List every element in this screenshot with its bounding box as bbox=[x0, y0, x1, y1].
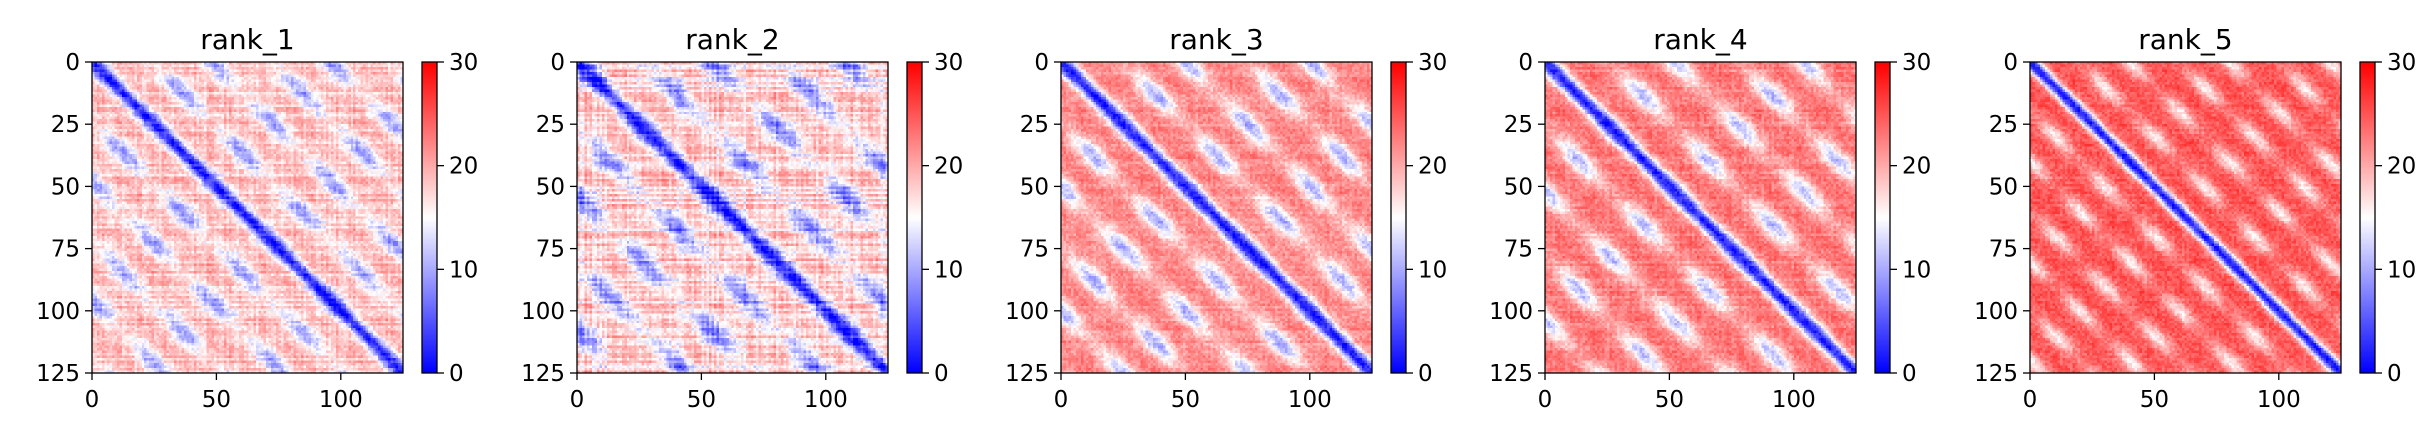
x-tick-label: 0 bbox=[570, 387, 585, 413]
colorbar-tick-label: 20 bbox=[449, 154, 478, 180]
y-tick-label: 125 bbox=[1005, 361, 1049, 387]
y-tick-label: 50 bbox=[51, 174, 80, 200]
colorbar-gradient bbox=[1391, 62, 1406, 373]
y-tick-label: 0 bbox=[550, 50, 565, 76]
chart-title: rank_5 bbox=[2138, 23, 2232, 56]
colorbar-tick-label: 20 bbox=[934, 154, 963, 180]
colorbar-tick-label: 0 bbox=[934, 361, 949, 387]
y-tick-label: 125 bbox=[521, 361, 565, 387]
x-tick-label: 50 bbox=[1171, 387, 1200, 413]
y-tick-label: 50 bbox=[1020, 174, 1049, 200]
colorbar-tick-label: 10 bbox=[1902, 257, 1931, 283]
y-tick-label: 0 bbox=[2003, 50, 2018, 76]
y-tick-label: 75 bbox=[1504, 237, 1533, 263]
colorbar-frame bbox=[2359, 61, 2376, 374]
heatmap-image bbox=[577, 62, 888, 373]
y-tick-label: 0 bbox=[65, 50, 80, 76]
y-tick-label: 100 bbox=[521, 299, 565, 325]
colorbar-gradient bbox=[422, 62, 437, 373]
x-tick-label: 100 bbox=[2257, 387, 2301, 413]
axes-frame bbox=[1060, 61, 1373, 374]
y-tick-label: 50 bbox=[1504, 174, 1533, 200]
colorbar-frame bbox=[906, 61, 923, 374]
y-tick-label: 75 bbox=[1020, 237, 1049, 263]
y-tick-label: 100 bbox=[1974, 299, 2018, 325]
colorbar-tick-label: 0 bbox=[1902, 361, 1917, 387]
colorbar-tick-label: 0 bbox=[1418, 361, 1433, 387]
chart-title: rank_2 bbox=[685, 23, 779, 56]
axes-frame bbox=[1544, 61, 1857, 374]
chart-title: rank_4 bbox=[1653, 23, 1747, 56]
x-tick-label: 0 bbox=[2023, 387, 2038, 413]
colorbar-tick-label: 0 bbox=[449, 361, 464, 387]
colorbar-tick-label: 30 bbox=[934, 50, 963, 76]
heatmap-image bbox=[1061, 62, 1372, 373]
y-tick-label: 100 bbox=[1489, 299, 1533, 325]
y-tick-label: 25 bbox=[51, 112, 80, 138]
y-tick-label: 125 bbox=[36, 361, 80, 387]
y-tick-label: 75 bbox=[51, 237, 80, 263]
colorbar-tick-label: 20 bbox=[1418, 154, 1447, 180]
colorbar-gradient bbox=[907, 62, 922, 373]
colorbar-tick-label: 20 bbox=[2387, 154, 2416, 180]
colorbar-frame bbox=[1874, 61, 1891, 374]
colorbar-frame bbox=[1390, 61, 1407, 374]
chart-title: rank_1 bbox=[200, 23, 294, 56]
x-tick-label: 0 bbox=[1538, 387, 1553, 413]
colorbar-gradient bbox=[2360, 62, 2375, 373]
chart-title: rank_3 bbox=[1169, 23, 1263, 56]
colorbar-tick-label: 30 bbox=[449, 50, 478, 76]
colorbar-tick-label: 10 bbox=[449, 257, 478, 283]
colorbar-tick-label: 10 bbox=[934, 257, 963, 283]
x-tick-label: 0 bbox=[1054, 387, 1069, 413]
y-tick-label: 0 bbox=[1034, 50, 1049, 76]
y-tick-label: 50 bbox=[536, 174, 565, 200]
x-tick-label: 50 bbox=[687, 387, 716, 413]
colorbar-tick-label: 10 bbox=[2387, 257, 2416, 283]
heatmap-image bbox=[92, 62, 403, 373]
axes-frame bbox=[576, 61, 889, 374]
x-tick-label: 100 bbox=[804, 387, 848, 413]
colorbar-tick-label: 10 bbox=[1418, 257, 1447, 283]
colorbar-tick-label: 20 bbox=[1902, 154, 1931, 180]
heatmap-image bbox=[2030, 62, 2341, 373]
y-tick-label: 125 bbox=[1489, 361, 1533, 387]
y-tick-label: 125 bbox=[1974, 361, 2018, 387]
y-tick-label: 25 bbox=[1020, 112, 1049, 138]
y-tick-label: 75 bbox=[1989, 237, 2018, 263]
x-tick-label: 50 bbox=[202, 387, 231, 413]
y-tick-label: 50 bbox=[1989, 174, 2018, 200]
y-tick-label: 0 bbox=[1518, 50, 1533, 76]
colorbar-tick-label: 30 bbox=[2387, 50, 2416, 76]
axes-frame bbox=[91, 61, 404, 374]
x-tick-label: 100 bbox=[1288, 387, 1332, 413]
y-tick-label: 25 bbox=[1989, 112, 2018, 138]
y-tick-label: 100 bbox=[1005, 299, 1049, 325]
x-tick-label: 100 bbox=[1772, 387, 1816, 413]
colorbar-tick-label: 0 bbox=[2387, 361, 2402, 387]
colorbar-tick-label: 30 bbox=[1418, 50, 1447, 76]
x-tick-label: 50 bbox=[2140, 387, 2169, 413]
y-tick-label: 75 bbox=[536, 237, 565, 263]
heatmap-image bbox=[1545, 62, 1856, 373]
x-tick-label: 0 bbox=[85, 387, 100, 413]
colorbar-frame bbox=[421, 61, 438, 374]
y-tick-label: 25 bbox=[1504, 112, 1533, 138]
x-tick-label: 100 bbox=[319, 387, 363, 413]
x-tick-label: 50 bbox=[1655, 387, 1684, 413]
axes-frame bbox=[2029, 61, 2342, 374]
colorbar-tick-label: 30 bbox=[1902, 50, 1931, 76]
y-tick-label: 100 bbox=[36, 299, 80, 325]
colorbar-gradient bbox=[1875, 62, 1890, 373]
y-tick-label: 25 bbox=[536, 112, 565, 138]
